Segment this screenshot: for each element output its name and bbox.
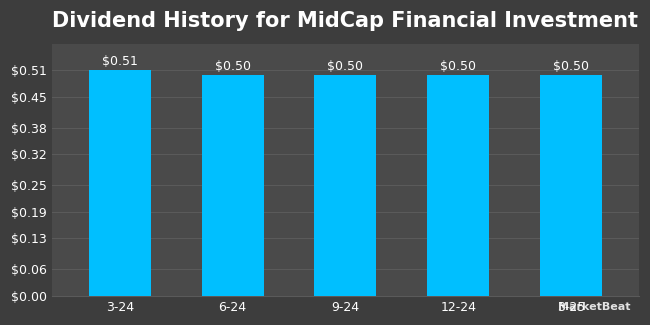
Bar <box>202 75 264 296</box>
Bar <box>88 70 151 296</box>
Text: $0.51: $0.51 <box>102 55 138 68</box>
Bar <box>540 75 602 296</box>
Text: $0.50: $0.50 <box>214 59 250 72</box>
Text: $0.50: $0.50 <box>553 59 589 72</box>
Bar <box>315 75 376 296</box>
Text: $0.50: $0.50 <box>328 59 363 72</box>
Title: Dividend History for MidCap Financial Investment: Dividend History for MidCap Financial In… <box>53 11 638 31</box>
Text: MarketBeat: MarketBeat <box>558 302 630 312</box>
Text: $0.50: $0.50 <box>440 59 476 72</box>
Bar <box>427 75 489 296</box>
